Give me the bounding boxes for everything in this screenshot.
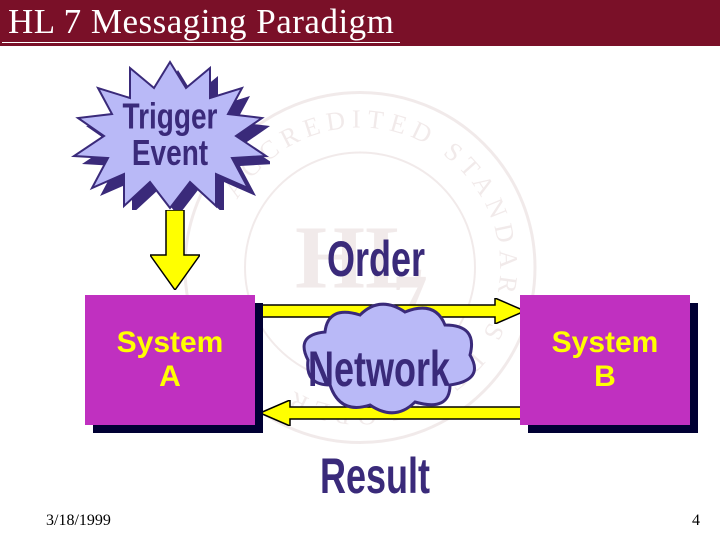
system-b-line1: System <box>552 326 659 361</box>
system-a-face: System A <box>85 295 255 425</box>
footer-date: 3/18/1999 <box>46 512 111 530</box>
system-a-line1: System <box>117 326 224 361</box>
slide: ACCREDITED STANDARDS DEVELOPER HL 7 HL 7… <box>0 0 720 540</box>
network-label: Network <box>308 340 450 399</box>
footer-page-number: 4 <box>692 512 700 530</box>
result-label: Result <box>320 447 430 506</box>
system-a-line2: A <box>159 360 181 395</box>
trigger-event-line1: Trigger <box>123 99 218 135</box>
system-b-face: System B <box>520 295 690 425</box>
order-label: Order <box>327 230 425 289</box>
system-b-line2: B <box>594 360 616 395</box>
system-a-box: System A <box>85 295 255 425</box>
trigger-event-starburst: Trigger Event <box>70 60 270 210</box>
down-arrow <box>150 210 200 290</box>
system-b-box: System B <box>520 295 690 425</box>
trigger-event-line2: Event <box>132 135 208 171</box>
trigger-event-label: Trigger Event <box>70 38 270 233</box>
